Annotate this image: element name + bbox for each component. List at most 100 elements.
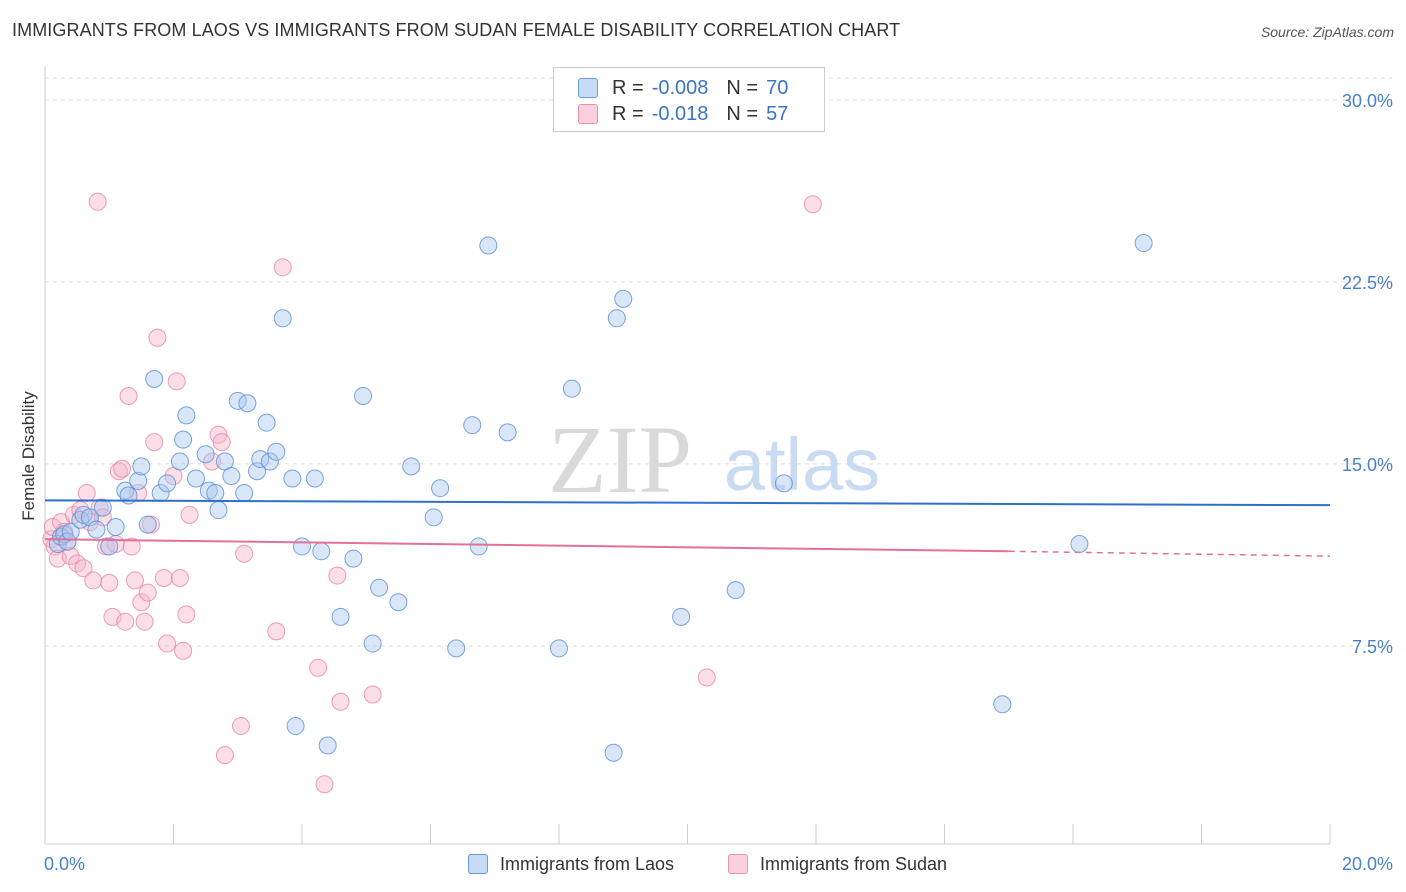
laos-point xyxy=(129,471,148,490)
bottom-legend-laos: Immigrants from Laos xyxy=(468,852,674,876)
sudan-point xyxy=(315,775,334,794)
laos-point xyxy=(273,309,292,328)
laos-point xyxy=(222,467,241,486)
laos-r-value: -0.008 xyxy=(651,76,709,99)
laos-point xyxy=(257,413,276,432)
y-tick-label: 30.0% xyxy=(1342,91,1393,111)
sudan-point xyxy=(273,258,292,277)
laos-point xyxy=(431,479,450,498)
sudan-point xyxy=(203,452,222,471)
laos-point xyxy=(318,736,337,755)
sudan-r-value: -0.018 xyxy=(651,102,709,125)
sudan-point xyxy=(158,634,177,653)
laos-point xyxy=(604,743,623,762)
laos-point xyxy=(116,481,135,500)
bottom-laos-label: Immigrants from Laos xyxy=(500,853,675,874)
laos-point xyxy=(93,498,112,517)
sudan-point xyxy=(88,192,107,211)
sudan-trend-line xyxy=(44,538,1009,553)
laos-point xyxy=(402,457,421,476)
legend-row-sudan: R = -0.018 N = 57 xyxy=(578,101,788,127)
laos-point xyxy=(1070,535,1089,554)
sudan-point xyxy=(177,605,196,624)
laos-point xyxy=(283,469,302,488)
laos-point xyxy=(186,469,205,488)
sudan-point xyxy=(122,537,141,556)
sudan-point xyxy=(132,593,151,612)
sudan-point xyxy=(174,641,193,660)
sudan-point xyxy=(697,668,716,687)
sudan-n-label: N = xyxy=(726,102,759,125)
laos-point xyxy=(479,236,498,255)
laos-point xyxy=(993,695,1012,714)
stats-legend: R = -0.008 N = 70 R = -0.018 N = 57 xyxy=(553,67,825,132)
y-tick-label: 15.0% xyxy=(1342,455,1393,475)
laos-r-label: R = xyxy=(612,76,644,99)
laos-point xyxy=(424,508,443,527)
sudan-point xyxy=(331,692,350,711)
laos-point xyxy=(614,289,633,308)
sudan-point xyxy=(113,459,132,478)
sudan-point xyxy=(212,433,231,452)
laos-point xyxy=(672,607,691,626)
sudan-point xyxy=(109,462,128,481)
sudan-point xyxy=(803,195,822,214)
laos-point xyxy=(562,379,581,398)
laos-point xyxy=(177,406,196,425)
chart-title: IMMIGRANTS FROM LAOS VS IMMIGRANTS FROM … xyxy=(12,20,901,40)
legend-row-laos: R = -0.008 N = 70 xyxy=(578,75,788,101)
laos-point xyxy=(344,549,363,568)
laos-point xyxy=(158,474,177,493)
laos-point xyxy=(469,537,488,556)
laos-n-label: N = xyxy=(726,76,759,99)
laos-point xyxy=(100,537,119,556)
sudan-point xyxy=(135,612,154,631)
laos-point xyxy=(238,394,257,413)
laos-point xyxy=(370,578,389,597)
laos-point xyxy=(132,457,151,476)
laos-n-value: 70 xyxy=(766,76,789,99)
tick-labels: 7.5% 15.0% 22.5% 30.0% 0.0% 20.0% xyxy=(44,91,1393,874)
laos-point xyxy=(305,469,324,488)
sudan-point xyxy=(100,573,119,592)
bottom-sudan-swatch xyxy=(728,854,748,874)
laos-point xyxy=(498,423,517,442)
laos-point xyxy=(58,532,77,551)
source-label: Source: ZipAtlas.com xyxy=(1260,24,1394,40)
laos-point xyxy=(170,452,189,471)
laos-point xyxy=(607,309,626,328)
laos-trend-line xyxy=(44,499,1331,507)
laos-point xyxy=(206,484,225,503)
laos-point xyxy=(293,537,311,556)
laos-point xyxy=(235,484,254,503)
sudan-point xyxy=(148,328,167,347)
laos-point xyxy=(286,717,305,736)
laos-point xyxy=(331,607,350,626)
sudan-point xyxy=(363,685,382,704)
sudan-point xyxy=(116,612,135,631)
sudan-point xyxy=(231,717,250,736)
y-tick-label: 22.5% xyxy=(1342,273,1393,293)
laos-point xyxy=(209,501,228,520)
laos-point xyxy=(726,581,745,600)
laos-point xyxy=(87,520,106,539)
laos-point xyxy=(363,634,382,653)
sudan-point xyxy=(180,505,199,524)
sudan-point xyxy=(145,433,164,452)
sudan-point xyxy=(167,372,186,391)
sudan-trend-extension xyxy=(1008,550,1331,557)
y-axis-title: Female Disability xyxy=(19,391,38,521)
laos-point xyxy=(774,474,793,493)
laos-point xyxy=(267,442,286,461)
sudan-point xyxy=(215,746,234,765)
sudan-swatch xyxy=(578,104,598,124)
sudan-n-value: 57 xyxy=(766,102,789,125)
sudan-point xyxy=(235,544,254,563)
laos-point xyxy=(145,369,164,388)
sudan-point xyxy=(61,547,80,566)
sudan-point xyxy=(170,569,189,587)
sudan-point xyxy=(77,484,96,503)
laos-points xyxy=(48,234,1153,762)
laos-point xyxy=(389,593,408,612)
